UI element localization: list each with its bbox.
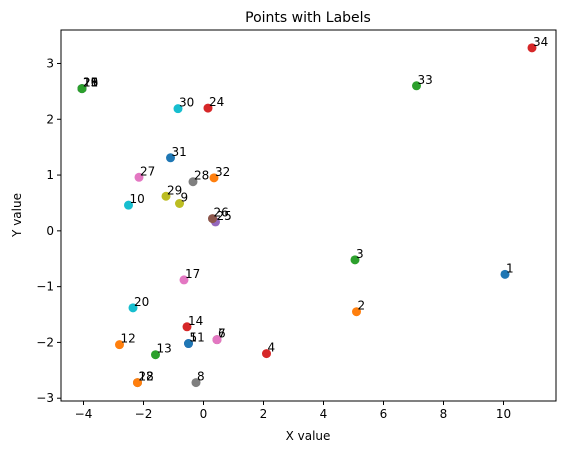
- point-label: 25: [217, 209, 232, 223]
- point-label: 9: [181, 191, 189, 205]
- plot-frame: [60, 29, 557, 402]
- y-tick-label: 3: [46, 56, 54, 70]
- point-label: 3: [356, 247, 364, 261]
- point-label: 15: [83, 76, 98, 90]
- data-point: [350, 255, 360, 265]
- point-label: 5: [190, 331, 198, 345]
- point-label: 29: [167, 183, 182, 197]
- x-tick-label: −4: [75, 407, 93, 421]
- point-label: 16: [83, 76, 98, 90]
- point-label: 30: [179, 96, 194, 110]
- data-point: [500, 269, 510, 279]
- point-label: 10: [130, 192, 145, 206]
- chart-title: Points with Labels: [245, 10, 371, 26]
- data-point: [161, 191, 171, 201]
- point-label: 7: [218, 327, 226, 341]
- point-label: 13: [157, 342, 172, 356]
- point-label: 19: [83, 76, 98, 90]
- y-tick-label: −2: [36, 335, 54, 349]
- x-tick-label: 2: [260, 407, 268, 421]
- point-label: 17: [185, 267, 200, 281]
- point-label: 21: [83, 76, 98, 90]
- data-point: [151, 350, 160, 360]
- y-tick-label: 1: [46, 168, 54, 182]
- x-tick-label: 0: [200, 407, 208, 421]
- x-tick-label: 8: [440, 407, 448, 421]
- x-tick-label: −2: [135, 407, 153, 421]
- x-tick-label: 4: [320, 407, 328, 421]
- y-tick-label: 2: [46, 112, 54, 126]
- point-label: 6: [218, 327, 226, 341]
- data-point: [212, 335, 222, 345]
- data-point: [115, 340, 124, 350]
- point-label: 33: [418, 73, 433, 87]
- data-point: [182, 322, 192, 332]
- data-point: [188, 177, 198, 187]
- point-label: 20: [134, 295, 149, 309]
- point-label: 23: [83, 76, 98, 90]
- data-point: [133, 378, 142, 388]
- point-label: 18: [139, 370, 154, 384]
- data-point: [77, 84, 87, 94]
- data-point: [134, 172, 144, 182]
- y-axis-label: Y value: [10, 193, 24, 238]
- point-label: 31: [172, 145, 187, 159]
- point-label: 14: [188, 314, 203, 328]
- point-label: 32: [215, 165, 230, 179]
- data-point: [166, 153, 175, 163]
- data-point: [175, 199, 184, 209]
- y-tick-label: −3: [36, 391, 54, 405]
- point-label: 26: [214, 206, 229, 220]
- point-label: 4: [268, 341, 276, 355]
- data-point: [184, 339, 193, 349]
- data-point: [208, 214, 217, 224]
- data-points: [77, 43, 537, 388]
- point-label: 12: [121, 332, 136, 346]
- point-label: 28: [194, 169, 209, 183]
- y-tick-label: 0: [46, 224, 54, 238]
- data-point: [173, 104, 183, 114]
- data-point: [412, 81, 421, 91]
- point-label: 24: [209, 95, 224, 109]
- data-point: [209, 173, 219, 183]
- x-tick-label: 6: [380, 407, 388, 421]
- data-point: [527, 43, 537, 53]
- data-point: [128, 303, 138, 313]
- data-point: [191, 378, 201, 388]
- data-point: [262, 349, 271, 359]
- point-label: 22: [139, 370, 154, 384]
- point-label: 1: [506, 261, 514, 275]
- point-label: 11: [190, 331, 205, 345]
- point-label: 27: [140, 164, 155, 178]
- x-tick-label: 10: [496, 407, 511, 421]
- point-label: 2: [358, 299, 366, 313]
- point-label: 8: [197, 370, 205, 384]
- data-point: [352, 307, 361, 317]
- point-label: 34: [533, 35, 548, 49]
- data-point: [203, 103, 213, 113]
- data-point: [124, 200, 133, 210]
- data-point: [179, 275, 189, 285]
- y-tick-label: −1: [36, 280, 54, 294]
- x-axis-label: X value: [286, 429, 331, 443]
